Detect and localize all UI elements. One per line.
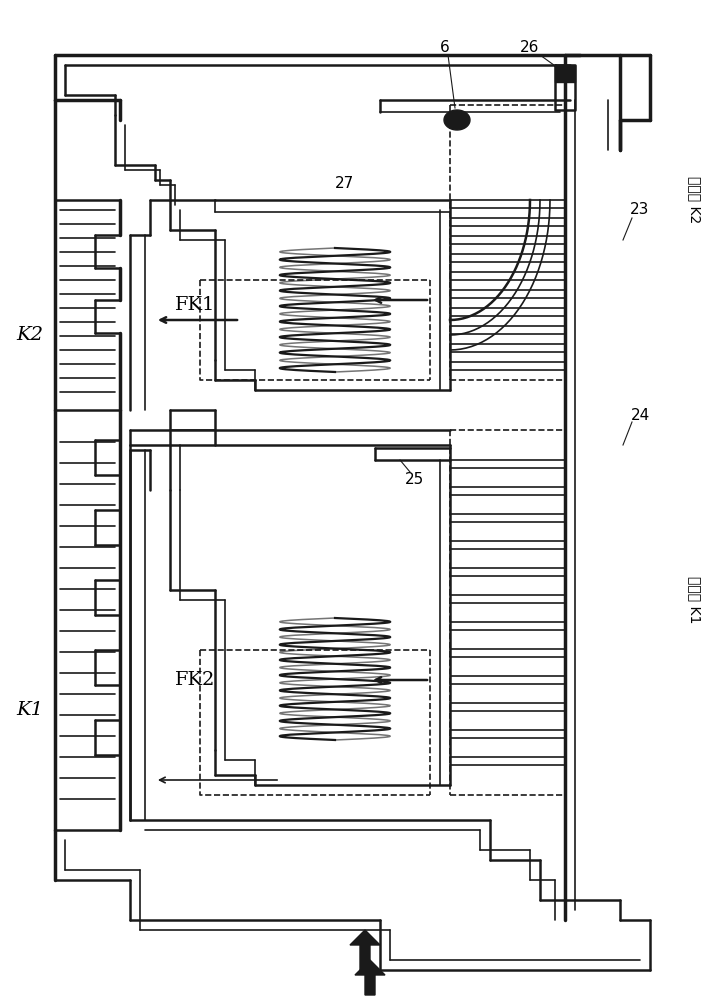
- Polygon shape: [444, 110, 470, 130]
- Text: 24: 24: [630, 408, 650, 422]
- Polygon shape: [555, 65, 575, 82]
- Text: 27: 27: [335, 176, 354, 190]
- Text: 6: 6: [440, 39, 450, 54]
- Text: FK1: FK1: [175, 296, 215, 314]
- Text: 冷却油 K1: 冷却油 K1: [688, 576, 702, 624]
- Polygon shape: [355, 960, 385, 995]
- Polygon shape: [350, 930, 380, 970]
- Text: 26: 26: [521, 39, 539, 54]
- Text: 23: 23: [630, 202, 650, 218]
- Text: 冷却油 K2: 冷却油 K2: [688, 176, 702, 224]
- Text: K1: K1: [17, 701, 44, 719]
- Text: 25: 25: [405, 473, 425, 488]
- Text: K2: K2: [17, 326, 44, 344]
- Text: FK2: FK2: [175, 671, 215, 689]
